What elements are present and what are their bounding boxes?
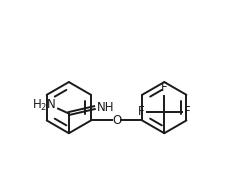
Text: F: F	[161, 81, 168, 94]
Text: NH: NH	[96, 101, 114, 114]
Text: O: O	[112, 114, 121, 127]
Text: F: F	[184, 105, 191, 118]
Text: F: F	[138, 105, 145, 118]
Text: H$_2$N: H$_2$N	[32, 98, 56, 113]
